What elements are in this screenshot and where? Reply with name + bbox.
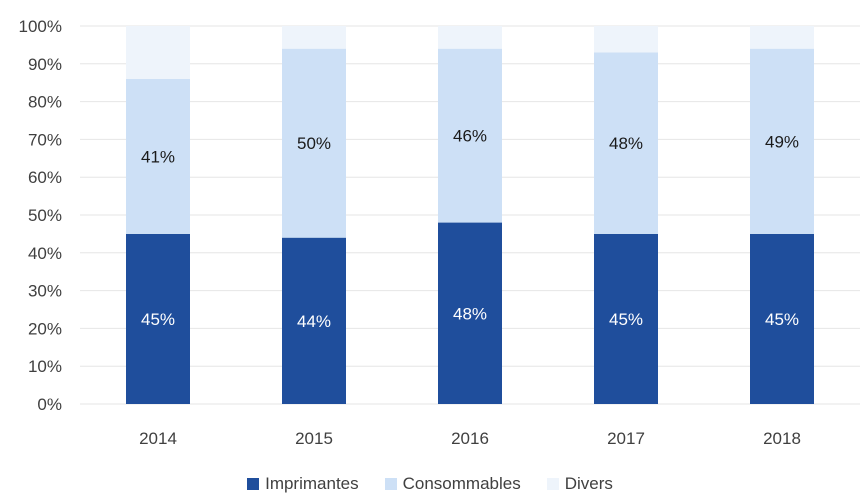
x-tick-label: 2015: [295, 429, 333, 448]
data-label: 49%: [765, 132, 799, 151]
y-tick-label: 40%: [28, 244, 62, 263]
y-tick-label: 80%: [28, 93, 62, 112]
legend-label-consommables: Consommables: [402, 474, 521, 493]
y-tick-label: 30%: [28, 282, 62, 301]
data-label: 48%: [609, 134, 643, 153]
bar-consommables-2018: [750, 48, 814, 234]
legend-label-imprimantes: Imprimantes: [265, 474, 359, 493]
legend-swatch-imprimantes: [247, 478, 260, 490]
x-tick-label: 2014: [139, 429, 177, 448]
legend-item-consommables: Consommables: [384, 474, 521, 494]
y-tick-label: 10%: [28, 357, 62, 376]
x-tick-label: 2016: [451, 429, 489, 448]
y-tick-label: 100%: [19, 17, 62, 36]
legend-swatch-consommables: [384, 478, 397, 490]
legend: Imprimantes Consommables Divers: [0, 474, 860, 494]
data-label: 44%: [297, 312, 331, 331]
x-tick-label: 2017: [607, 429, 645, 448]
data-label: 45%: [609, 310, 643, 329]
legend-swatch-divers: [546, 478, 559, 490]
data-label: 48%: [453, 304, 487, 323]
bar-consommables-2017: [594, 52, 658, 234]
bar-imprimantes-2014: [126, 233, 190, 404]
y-tick-label: 60%: [28, 168, 62, 187]
data-label: 50%: [297, 134, 331, 153]
bar-consommables-2016: [438, 48, 502, 223]
bar-divers-2014: [126, 26, 190, 79]
bar-divers-2015: [282, 26, 346, 49]
y-tick-label: 90%: [28, 55, 62, 74]
data-label: 46%: [453, 127, 487, 146]
bar-consommables-2014: [126, 78, 190, 234]
bar-imprimantes-2018: [750, 233, 814, 404]
data-label: 45%: [141, 310, 175, 329]
bar-imprimantes-2016: [438, 222, 502, 404]
bar-imprimantes-2017: [594, 233, 658, 404]
bar-imprimantes-2015: [282, 237, 346, 404]
y-tick-label: 70%: [28, 130, 62, 149]
bar-divers-2017: [594, 26, 658, 53]
x-tick-label: 2018: [763, 429, 801, 448]
stacked-bar-chart: 0% 10% 20% 30% 40% 50% 60% 70% 80% 90% 100% 45% 41% 2…: [19, 17, 860, 448]
bar-divers-2018: [750, 26, 814, 49]
data-label: 45%: [765, 310, 799, 329]
legend-item-imprimantes: Imprimantes: [247, 474, 359, 494]
data-label: 41%: [141, 147, 175, 166]
y-tick-label: 0%: [37, 395, 62, 414]
bar-divers-2016: [438, 26, 502, 49]
bar-consommables-2015: [282, 48, 346, 238]
y-tick-label: 50%: [28, 206, 62, 225]
y-tick-label: 20%: [28, 319, 62, 338]
legend-item-divers: Divers: [546, 474, 613, 494]
legend-label-divers: Divers: [564, 474, 613, 493]
